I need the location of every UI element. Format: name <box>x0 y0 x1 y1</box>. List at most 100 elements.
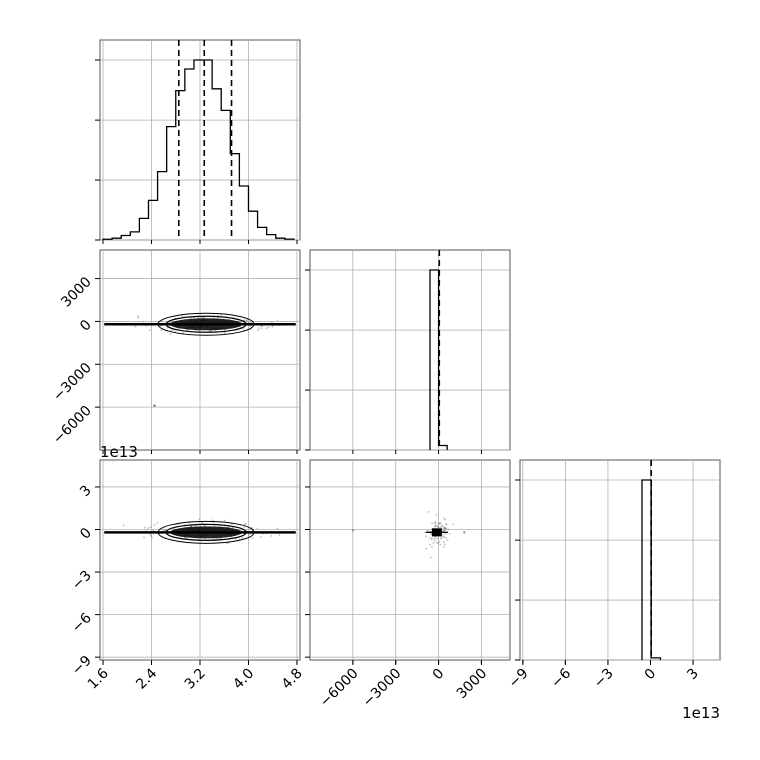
y-tick-label-1-2: −3000 <box>50 360 95 405</box>
y-tick-label-2-3: −6 <box>69 610 95 636</box>
sample-point <box>434 520 437 523</box>
sample-point <box>164 529 167 532</box>
x-tick-label-2-3: 0 <box>642 666 660 684</box>
sample-point <box>230 536 233 539</box>
scatter-panel-1-0: 3000 0 −3000−6000 <box>50 249 301 454</box>
sample-point <box>270 535 273 537</box>
sample-point <box>256 528 259 530</box>
sample-point <box>185 537 188 539</box>
y-tick-label-1-1: 0 <box>77 317 95 335</box>
sample-point <box>259 536 262 538</box>
sample-point <box>442 535 445 538</box>
sample-point <box>438 522 441 525</box>
sample-point <box>435 525 438 527</box>
hist-step-line <box>102 59 295 240</box>
sample-point <box>245 529 248 532</box>
scatter-panel-2-1 <box>305 459 511 664</box>
y-tick-label-2-0: 3 <box>77 482 95 500</box>
contour-line <box>157 520 255 544</box>
hist-step-line <box>641 479 662 660</box>
outlier-point <box>351 529 354 532</box>
sample-point <box>435 514 438 516</box>
sample-point <box>174 330 177 332</box>
sample-point <box>427 511 430 513</box>
sample-point <box>265 327 268 330</box>
sample-point <box>267 326 270 329</box>
sample-point <box>445 536 447 539</box>
contour-line <box>165 315 247 333</box>
sample-point <box>169 333 172 336</box>
sample-point <box>440 537 442 540</box>
sample-point <box>261 325 264 328</box>
x-tick-label-1-0: −6000 <box>317 666 362 711</box>
panel-frame <box>309 459 511 661</box>
y-offset-text: 1e13 <box>100 443 138 461</box>
x-tick-label-1-1: −3000 <box>360 666 405 711</box>
sample-point <box>446 539 449 541</box>
x-tick-label-2-2: −3 <box>591 666 617 692</box>
sample-point <box>428 537 431 539</box>
sample-point <box>445 523 448 526</box>
sample-point <box>143 536 146 539</box>
sample-point <box>190 525 193 528</box>
sample-point <box>147 527 150 530</box>
hist-frame <box>309 249 511 451</box>
sample-point <box>425 547 428 550</box>
sample-point <box>433 539 436 542</box>
sample-point <box>444 543 446 546</box>
sample-point <box>170 329 173 332</box>
y-tick-label-1-3: −6000 <box>50 403 95 448</box>
sample-point <box>172 527 175 530</box>
x-tick-label-2-4: 3 <box>684 666 702 684</box>
sample-point <box>443 529 445 531</box>
sample-point <box>442 517 445 520</box>
sample-point <box>438 541 441 544</box>
sample-point <box>181 315 184 318</box>
sample-point <box>163 529 165 532</box>
contour-line <box>157 312 255 336</box>
sample-point <box>136 315 139 318</box>
sample-point <box>432 542 435 544</box>
sample-point <box>258 327 260 329</box>
sample-point <box>243 526 246 529</box>
sample-point <box>251 537 254 539</box>
sample-point <box>436 537 439 540</box>
sample-point <box>444 533 446 535</box>
sample-point <box>452 523 455 526</box>
sample-point <box>231 526 234 529</box>
x-tick-label-1-3: 3000 <box>454 666 491 703</box>
sample-point <box>241 536 244 539</box>
sample-point <box>172 329 174 332</box>
sample-point <box>151 536 154 539</box>
sample-point <box>142 320 145 323</box>
x-tick-label-2-1: −6 <box>548 665 574 691</box>
sample-point <box>144 526 146 529</box>
sample-point <box>223 331 226 334</box>
sample-point <box>431 522 433 525</box>
sample-point <box>444 518 447 521</box>
sample-point <box>198 518 201 520</box>
sample-point <box>246 319 248 322</box>
sample-point <box>122 524 125 527</box>
sample-point <box>444 527 447 530</box>
sample-point <box>278 534 281 536</box>
sample-point <box>430 538 433 540</box>
sample-point <box>149 526 152 529</box>
sample-point <box>223 519 226 522</box>
sample-point <box>434 525 436 527</box>
sample-point <box>217 537 220 540</box>
sample-point <box>425 535 427 538</box>
sample-point <box>247 321 250 324</box>
sample-point <box>426 529 429 532</box>
sample-point <box>439 543 442 546</box>
hist-frame <box>519 459 721 661</box>
sample-point <box>431 546 433 548</box>
y-tick-label-2-1: 0 <box>77 525 95 543</box>
sample-point <box>448 532 451 535</box>
y-tick-label-2-2: −3 <box>69 568 95 594</box>
x-tick-label-1-2: 0 <box>430 666 448 684</box>
x-tick-label-0-2: 3.2 <box>182 666 209 693</box>
sample-point <box>153 523 156 526</box>
